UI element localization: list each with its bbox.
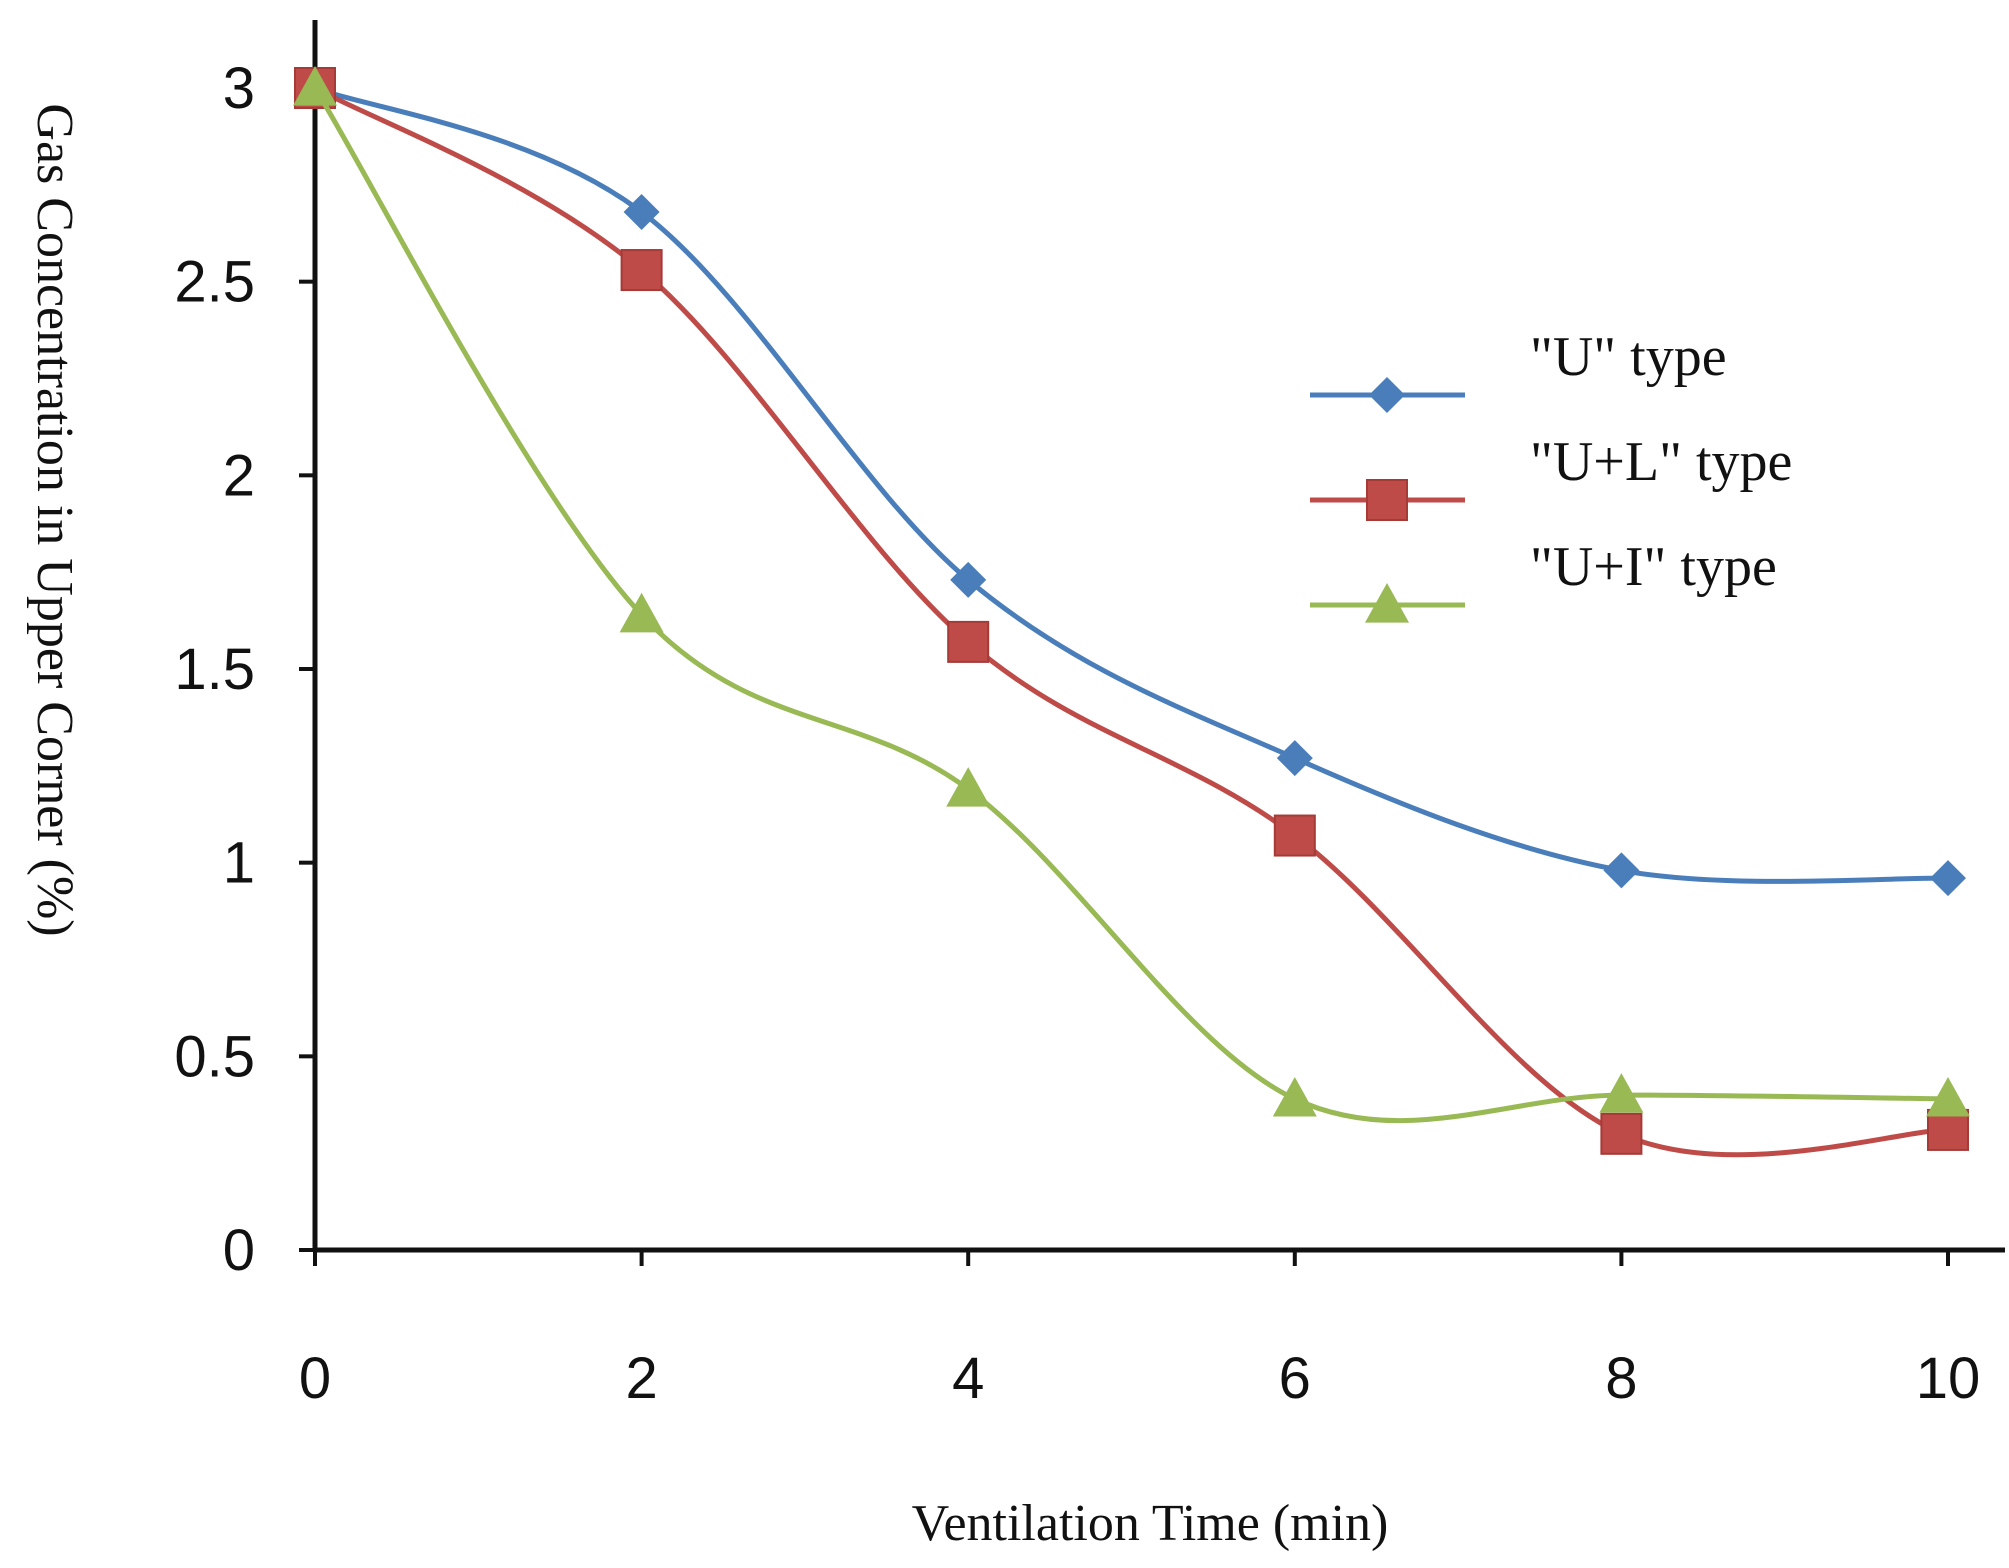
data-point — [1926, 1076, 1970, 1117]
data-point — [1272, 1076, 1317, 1117]
legend-label: "U+I" type — [1530, 536, 1777, 598]
series-line — [312, 85, 1951, 1158]
x-tick-label: 0 — [299, 1346, 331, 1411]
data-point — [1930, 860, 1966, 897]
data-point — [293, 66, 337, 106]
data-point — [1603, 852, 1640, 889]
legend-marker — [1369, 377, 1405, 413]
x-tick-label: 10 — [1916, 1346, 1981, 1411]
y-axis-title: Gas Concentration in Upper Corner (%) — [26, 103, 83, 936]
y-axis-ticks: 0 0.5 1 1.5 2 2.5 3 — [174, 56, 315, 1283]
legend-label: "U" type — [1530, 326, 1727, 388]
series-u-i — [293, 66, 1970, 1124]
data-point — [1599, 1073, 1644, 1113]
data-point — [1273, 814, 1316, 857]
data-point — [619, 592, 664, 633]
legend-marker — [1365, 583, 1409, 623]
legend: "U" type "U+L" type "U+I" type — [1310, 326, 1792, 623]
data-point — [620, 249, 663, 292]
y-tick-label: 0.5 — [174, 1024, 255, 1089]
legend-label: "U+L" type — [1530, 431, 1792, 493]
y-tick-label: 2.5 — [174, 250, 255, 315]
series-u-l — [294, 67, 1969, 1158]
data-point — [950, 561, 987, 598]
series-layer — [293, 66, 1970, 1158]
series-line — [312, 85, 1951, 1124]
data-point — [946, 767, 991, 807]
series-line — [312, 85, 1951, 884]
x-axis-ticks: 0 2 4 6 8 10 — [299, 1250, 1980, 1411]
data-point — [623, 193, 660, 230]
data-point — [1927, 1108, 1969, 1151]
y-tick-label: 3 — [223, 56, 255, 121]
x-tick-label: 4 — [952, 1346, 984, 1411]
data-point — [1276, 740, 1313, 777]
x-tick-label: 2 — [625, 1346, 657, 1411]
x-tick-label: 6 — [1279, 1346, 1311, 1411]
y-tick-label: 2 — [223, 443, 255, 508]
data-point — [1600, 1112, 1643, 1155]
y-tick-label: 1 — [223, 831, 255, 896]
y-tick-label: 0 — [223, 1218, 255, 1283]
x-axis-title: Ventilation Time (min) — [912, 1495, 1389, 1552]
y-tick-label: 1.5 — [174, 637, 255, 702]
x-tick-label: 8 — [1605, 1346, 1637, 1411]
data-point — [947, 620, 990, 663]
legend-marker — [1366, 479, 1408, 521]
